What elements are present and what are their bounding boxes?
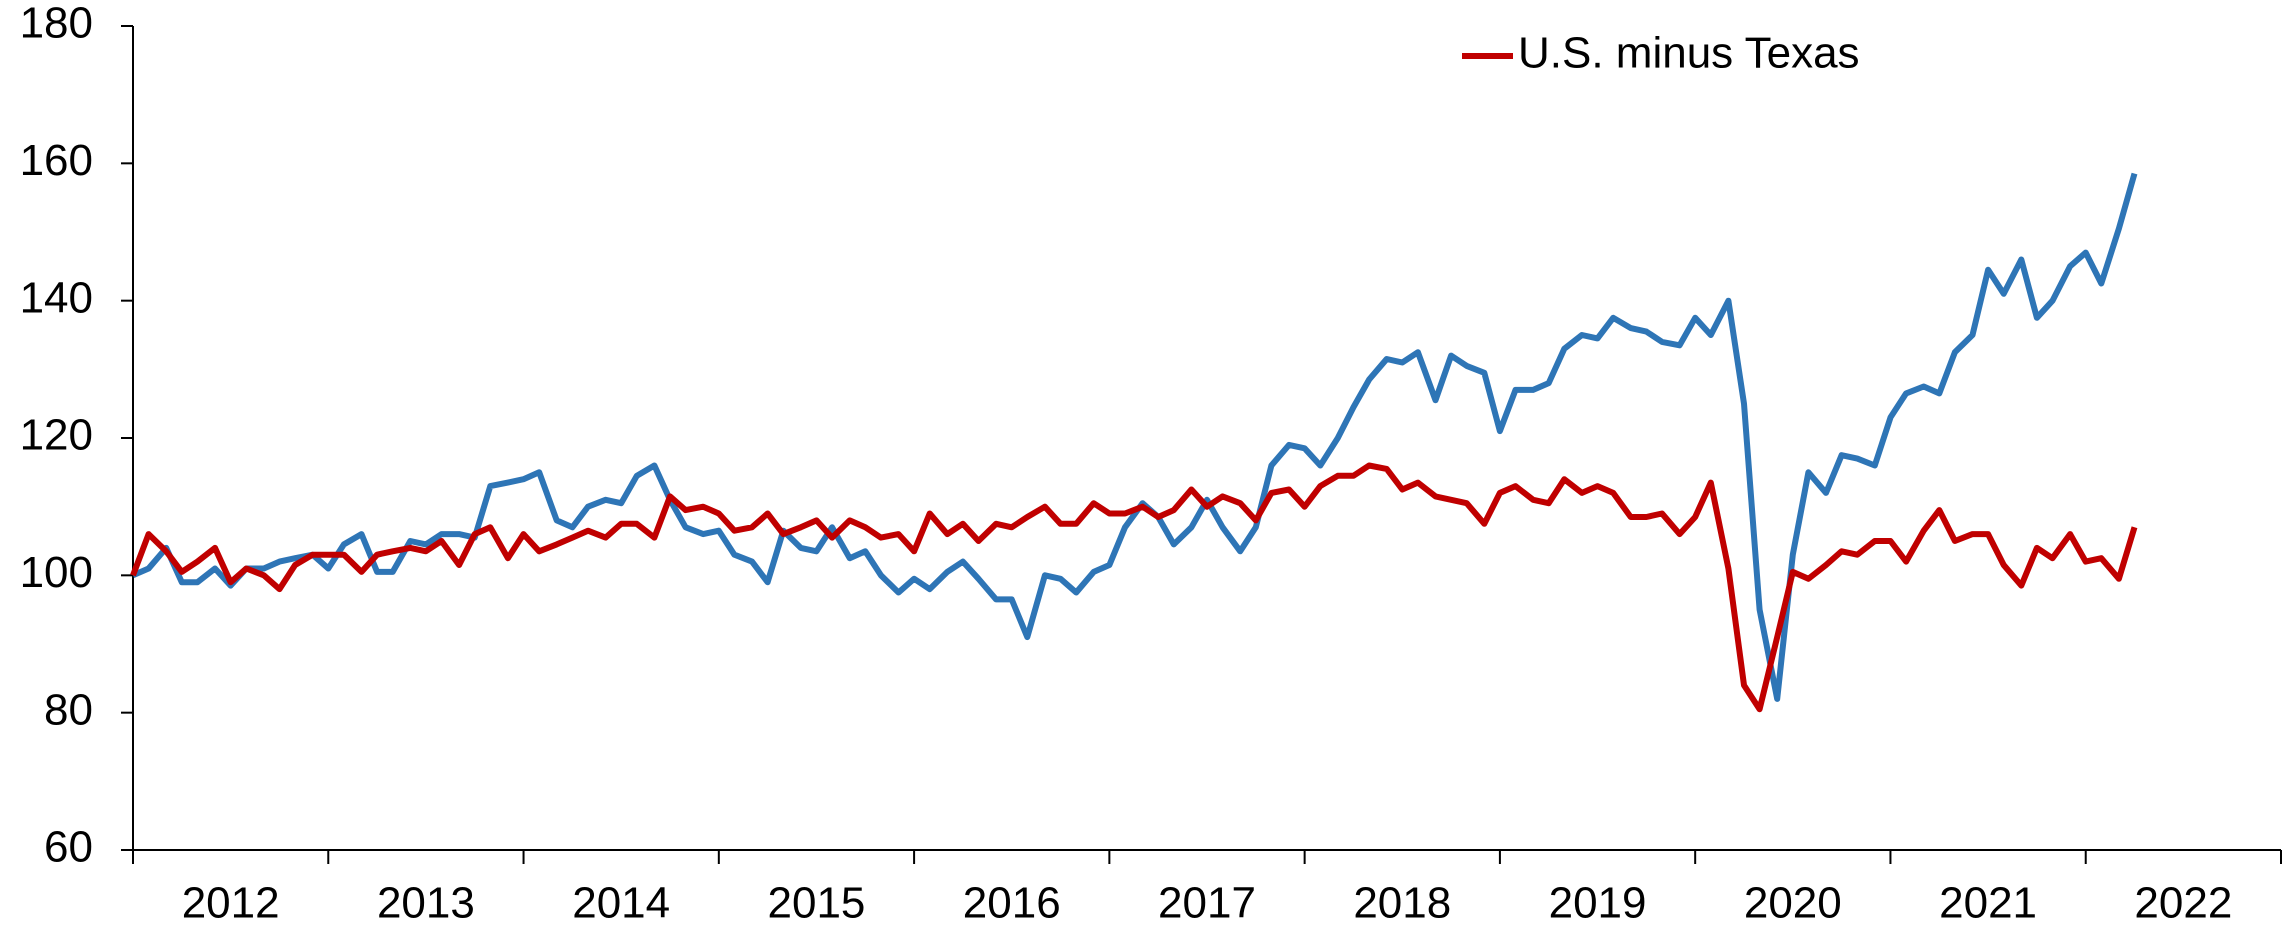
x-tick-label: 2019 [1549,879,1647,928]
x-tick-label: 2014 [572,879,670,928]
x-tick-label: 2015 [768,879,866,928]
x-tick-label: 2018 [1353,879,1451,928]
series-line [131,172,2138,702]
x-tick-label: 2017 [1158,879,1256,928]
y-tick-label: 80 [44,685,93,734]
x-tick-label: 2012 [182,879,280,928]
x-tick-label: 2020 [1744,879,1842,928]
legend-label: U.S. minus Texas [1518,29,1860,78]
legend-label: Texas [1518,0,1633,10]
x-tick-label: 2013 [377,879,475,928]
y-tick-label: 100 [20,548,93,597]
x-tick-label: 2016 [963,879,1061,928]
y-tick-label: 180 [20,0,93,48]
x-tick-label: 2021 [1939,879,2037,928]
y-tick-label: 160 [20,136,93,185]
y-tick-label: 140 [20,273,93,322]
x-tick-label: 2022 [2134,879,2232,928]
series-line [130,462,2138,713]
y-tick-label: 120 [20,411,93,460]
y-tick-label: 60 [44,823,93,872]
